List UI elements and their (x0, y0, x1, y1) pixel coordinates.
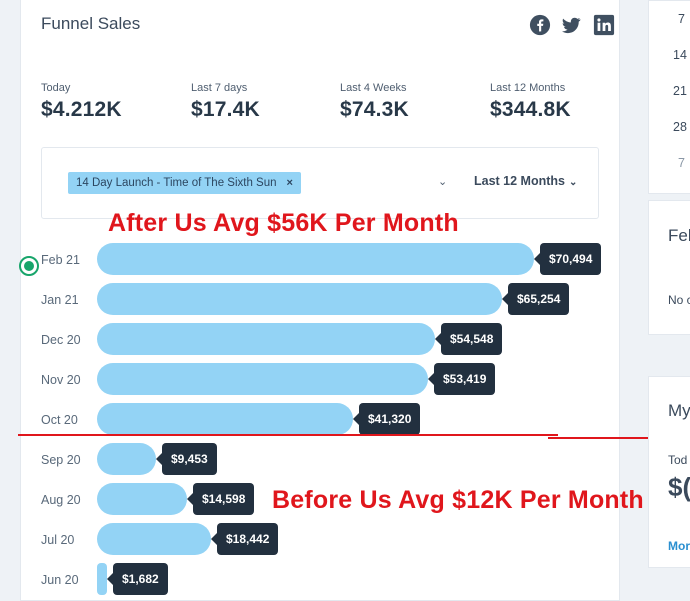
bar-value-tooltip: $70,494 (533, 243, 602, 275)
after-annotation: After Us Avg $56K Per Month (108, 209, 459, 237)
side-card-text: No c (668, 293, 690, 307)
stat-value: $344.8K (490, 98, 571, 121)
bar-month-label: Oct 20 (41, 413, 78, 427)
chevron-down-icon[interactable]: ⌄ (438, 176, 448, 188)
bar-row: Aug 20 $14,598 (21, 483, 619, 517)
bar-month-label: Jul 20 (41, 533, 75, 547)
filter-box: 14 Day Launch - Time of The Sixth Sun × ⌄… (41, 147, 599, 219)
bar-month-label: Dec 20 (41, 333, 81, 347)
sales-bar[interactable] (97, 323, 435, 355)
side-card-more-link[interactable]: Mor (668, 539, 690, 553)
bar-value-tooltip: $1,682 (107, 563, 168, 595)
chevron-down-icon: ⌄ (569, 177, 578, 188)
funnel-filter-tag[interactable]: 14 Day Launch - Time of The Sixth Sun × (68, 172, 301, 194)
bar-month-label: Jun 20 (41, 573, 79, 587)
funnel-sales-card: Funnel Sales Today $4.212K Last 7 days $… (20, 0, 620, 601)
bar-month-label: Nov 20 (41, 373, 81, 387)
stat-label: Last 7 days (191, 82, 248, 94)
stat-value: $74.3K (340, 98, 409, 121)
status-radio-icon[interactable] (19, 256, 39, 276)
before-annotation: Before Us Avg $12K Per Month (272, 486, 644, 514)
tag-remove-icon[interactable]: × (286, 177, 293, 189)
sales-bar[interactable] (97, 363, 428, 395)
stat-value: $4.212K (41, 98, 122, 121)
side-card-title: My (668, 401, 690, 420)
calendar-day[interactable]: 28 (673, 120, 687, 134)
stat-last-4-weeks: Last 4 Weeks $74.3K (340, 82, 409, 122)
linkedin-icon[interactable] (593, 14, 615, 36)
bar-row: Nov 20 $53,419 (21, 363, 619, 397)
stat-last-7-days: Last 7 days $17.4K (191, 82, 260, 122)
period-select[interactable]: Last 12 Months ⌄ (474, 174, 577, 188)
calendar-day[interactable]: 7 (678, 12, 685, 26)
bar-month-label: Feb 21 (41, 253, 80, 267)
sales-bar[interactable] (97, 243, 534, 275)
side-card-value: $( (668, 472, 690, 502)
bar-month-label: Aug 20 (41, 493, 81, 507)
bar-row: Jan 21 $65,254 (21, 283, 619, 317)
bar-value-tooltip: $14,598 (186, 483, 255, 515)
bar-value-tooltip: $65,254 (501, 283, 570, 315)
stat-label: Last 12 Months (490, 82, 566, 94)
funnel-filter-tag-label: 14 Day Launch - Time of The Sixth Sun (76, 177, 277, 189)
sales-bar[interactable] (97, 563, 107, 595)
bar-row: Jun 20 $1,682 (21, 563, 619, 597)
bar-value-tooltip: $9,453 (156, 443, 217, 475)
bar-value-tooltip: $41,320 (352, 403, 421, 435)
bar-row: Oct 20 $41,320 (21, 403, 619, 437)
divider-line-left (18, 434, 558, 436)
bar-month-label: Jan 21 (41, 293, 79, 307)
sales-bar[interactable] (97, 283, 502, 315)
twitter-icon[interactable] (560, 14, 582, 36)
stat-value: $17.4K (191, 98, 260, 121)
sales-bar[interactable] (97, 523, 211, 555)
stat-today: Today $4.212K (41, 82, 122, 122)
card-title: Funnel Sales (41, 14, 141, 33)
calendar-day[interactable]: 7 (678, 156, 685, 170)
radio-dot (24, 261, 34, 271)
side-card-title: Feb (668, 226, 690, 245)
stat-label: Last 4 Weeks (340, 82, 407, 94)
facebook-icon[interactable] (529, 14, 551, 36)
side-card-my (648, 376, 690, 568)
calendar-day[interactable]: 14 (673, 48, 687, 62)
bar-value-tooltip: $18,442 (210, 523, 279, 555)
period-select-label: Last 12 Months (474, 174, 565, 188)
sales-bar[interactable] (97, 403, 353, 435)
stat-last-12-months: Last 12 Months $344.8K (490, 82, 571, 122)
bar-value-tooltip: $54,548 (434, 323, 503, 355)
bar-row: Jul 20 $18,442 (21, 523, 619, 557)
bar-row: Feb 21 $70,494 (21, 243, 619, 277)
bar-row: Sep 20 $9,453 (21, 443, 619, 477)
sales-bar[interactable] (97, 443, 156, 475)
bar-month-label: Sep 20 (41, 453, 81, 467)
calendar-card (648, 0, 690, 194)
calendar-day[interactable]: 21 (673, 84, 687, 98)
side-card-feb (648, 200, 690, 335)
sales-bar[interactable] (97, 483, 187, 515)
side-card-label: Tod (668, 453, 688, 467)
divider-line-right (548, 437, 658, 439)
bar-value-tooltip: $53,419 (427, 363, 496, 395)
stat-label: Today (41, 82, 71, 94)
bar-row: Dec 20 $54,548 (21, 323, 619, 357)
